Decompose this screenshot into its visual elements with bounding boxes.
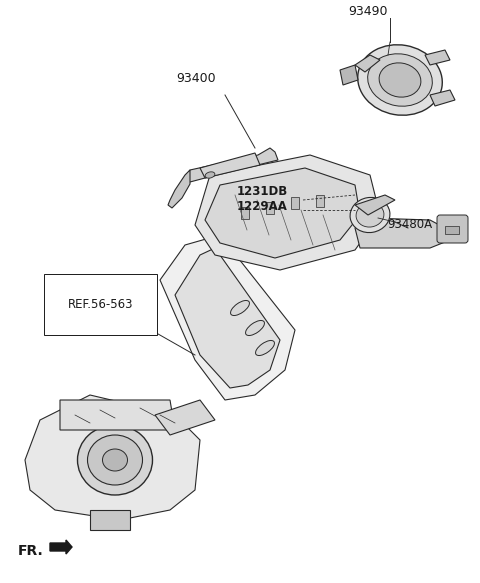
Polygon shape xyxy=(340,65,358,85)
Polygon shape xyxy=(200,153,260,178)
Bar xyxy=(445,226,459,234)
Polygon shape xyxy=(185,148,278,182)
Ellipse shape xyxy=(103,449,128,471)
Ellipse shape xyxy=(77,425,153,495)
FancyBboxPatch shape xyxy=(437,215,468,243)
Ellipse shape xyxy=(246,321,264,336)
Bar xyxy=(241,207,249,219)
Polygon shape xyxy=(425,50,450,65)
Ellipse shape xyxy=(368,54,432,106)
Polygon shape xyxy=(60,400,175,430)
Ellipse shape xyxy=(358,45,442,115)
Ellipse shape xyxy=(230,300,250,315)
Ellipse shape xyxy=(255,340,275,356)
Ellipse shape xyxy=(379,63,421,97)
Polygon shape xyxy=(355,195,395,215)
Polygon shape xyxy=(175,248,280,388)
Polygon shape xyxy=(355,218,450,248)
Polygon shape xyxy=(90,510,130,530)
Polygon shape xyxy=(50,540,72,554)
Polygon shape xyxy=(155,400,215,435)
Bar xyxy=(291,197,299,209)
Ellipse shape xyxy=(350,198,390,233)
Text: 93490: 93490 xyxy=(348,5,388,18)
Polygon shape xyxy=(355,55,380,72)
Text: REF.56-563: REF.56-563 xyxy=(68,298,133,311)
Text: 93480A: 93480A xyxy=(387,218,432,231)
Text: FR.: FR. xyxy=(18,544,44,558)
Polygon shape xyxy=(160,235,295,400)
Polygon shape xyxy=(195,155,380,270)
Ellipse shape xyxy=(87,435,143,485)
Text: 1231DB: 1231DB xyxy=(236,185,288,198)
Bar xyxy=(316,195,324,207)
Ellipse shape xyxy=(356,203,384,227)
Polygon shape xyxy=(25,395,200,520)
Ellipse shape xyxy=(205,172,215,178)
Polygon shape xyxy=(205,168,360,258)
Polygon shape xyxy=(430,90,455,106)
Bar xyxy=(266,202,274,214)
Text: 1229AA: 1229AA xyxy=(237,200,288,213)
Polygon shape xyxy=(168,170,190,208)
Text: 93400: 93400 xyxy=(176,72,216,85)
